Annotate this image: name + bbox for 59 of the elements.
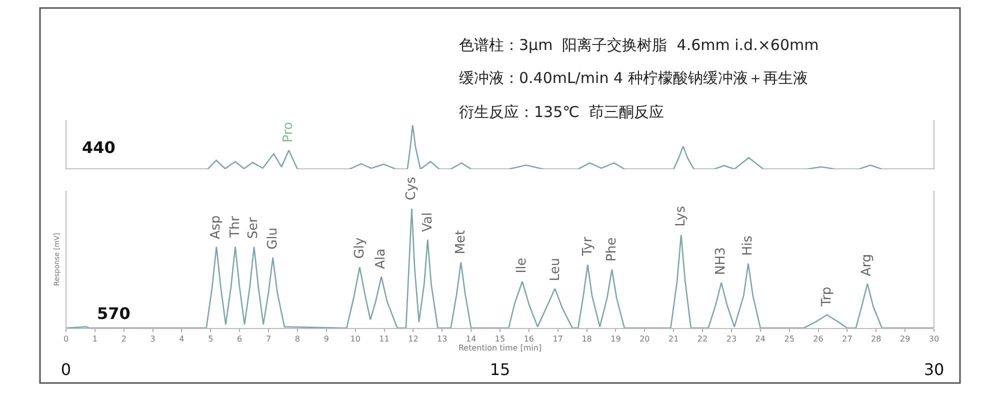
x-tick-label: 10	[350, 334, 360, 344]
annotation: Arg	[860, 254, 875, 276]
annotation: Lys	[674, 206, 689, 227]
annotation: Pro	[281, 122, 296, 143]
annotation: Met	[454, 230, 469, 254]
x-tick-label: 4	[179, 334, 184, 344]
annotation: Ser	[246, 216, 262, 239]
annotation: Thr	[228, 215, 243, 239]
text: 缓冲液：0.40mL/min 4 种柠檬酸钠缓冲液＋再生液	[459, 69, 808, 87]
annotation: Ala	[374, 248, 389, 270]
x-tick-label: 15	[494, 334, 506, 344]
x-tick-label: 9	[324, 334, 329, 344]
annotation: Gly	[352, 237, 368, 259]
x-tick-label: 1	[92, 334, 98, 344]
x-tick-label: 22	[697, 334, 708, 344]
x-tick-label: 28	[871, 334, 882, 344]
series-label: 570	[97, 304, 130, 323]
x-tick-label: 5	[208, 334, 214, 344]
x-tick-label: 30	[928, 334, 940, 344]
annotation: Trp	[820, 286, 835, 308]
x-tick-label: 19	[610, 334, 621, 344]
x-tick-label: 23	[726, 334, 737, 344]
x2-tick-label: 15	[490, 360, 510, 379]
x-tick-label: 2	[121, 334, 126, 344]
x2-tick-label: 30	[924, 360, 944, 379]
annotation: Leu	[548, 258, 563, 282]
x-tick-label: 27	[842, 334, 852, 344]
x-tick-label: 12	[408, 334, 418, 344]
annotation: Tyr	[580, 236, 596, 257]
annotation: Cys	[404, 176, 420, 200]
x-tick-label: 24	[755, 334, 766, 344]
annotation: NH3	[714, 247, 729, 275]
text: 衍生反应：135℃ 茚三酮反应	[459, 103, 664, 121]
text: 色谱柱：3μm 阳离子交换树脂 4.6mm i.d.×60mm	[459, 36, 819, 54]
annotation: Phe	[604, 237, 620, 262]
x-tick-label: 26	[813, 334, 824, 344]
annotation: Ile	[514, 258, 530, 274]
x-tick-label: 18	[582, 334, 592, 344]
x-tick-label: 17	[552, 334, 563, 344]
annotation: Val	[420, 212, 436, 232]
x-tick-label: 16	[524, 334, 534, 344]
x2-tick-label: 0	[60, 360, 72, 379]
annotation: His	[740, 235, 756, 256]
x-tick-label: 7	[266, 334, 272, 344]
x-tick-label: 8	[294, 334, 300, 344]
series-label: 440	[82, 138, 116, 157]
x-tick-label: 13	[437, 334, 448, 344]
x-tick-label: 6	[237, 334, 242, 344]
x-tick-label: 14	[466, 334, 476, 344]
x-tick-label: 25	[784, 334, 794, 344]
x-tick-label: 20	[640, 334, 650, 344]
x-tick-label: 11	[379, 334, 390, 344]
annotation: Glu	[265, 228, 280, 250]
x-tick-label: 29	[900, 334, 910, 344]
x-axis-title: Retention time [min]	[458, 344, 542, 353]
x-tick-label: 3	[150, 334, 156, 344]
x-tick-label: 0	[63, 334, 69, 344]
x-tick-label: 21	[668, 334, 679, 344]
annotation: Asp	[208, 215, 224, 240]
